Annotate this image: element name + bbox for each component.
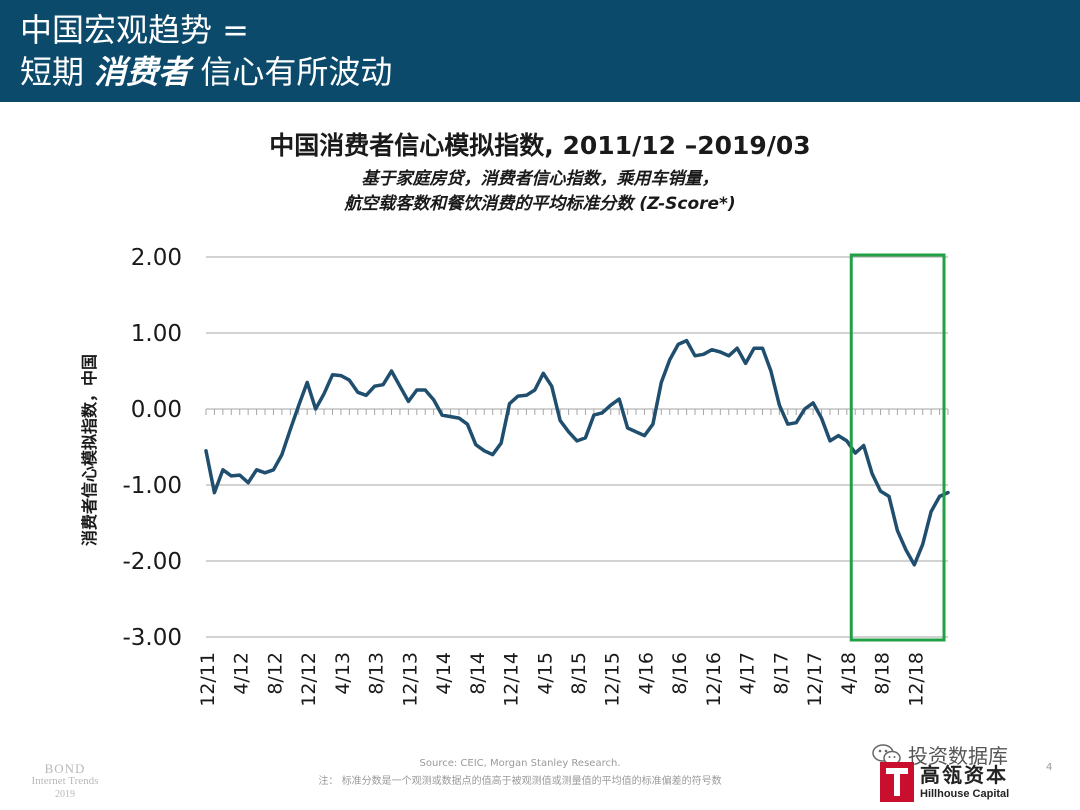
page-number: 4 <box>1046 762 1053 773</box>
y-tick-label: 0.00 <box>131 397 182 423</box>
y-tick-label: -3.00 <box>122 625 182 651</box>
slide-title-line-1: 中国宏观趋势 = <box>20 11 249 49</box>
hillhouse-logo-en: Hillhouse Capital <box>920 788 1010 800</box>
footnote: 注： 标准分数是一个观测或数据点的值高于被观测值或测量值的平均值的标准偏差的符号… <box>318 776 722 787</box>
y-tick-label: 2.00 <box>131 245 182 271</box>
bond-logo: BOND Internet Trends 2019 <box>20 762 110 801</box>
x-tick-label: 8/12 <box>264 652 286 695</box>
x-tick-label: 8/15 <box>568 652 590 695</box>
x-tick-label: 12/16 <box>703 652 725 707</box>
bond-logo-line-2: Internet Trends <box>31 775 99 787</box>
highlight-box <box>849 253 946 642</box>
x-tick-label: 4/14 <box>433 652 455 695</box>
x-tick-label: 4/15 <box>534 652 556 695</box>
wechat-icon <box>872 743 901 765</box>
x-tick-label: 8/13 <box>366 652 388 695</box>
x-tick-label: 8/18 <box>872 652 894 695</box>
slide-title-line-2: 短期 消费者 信心有所波动 <box>20 52 392 92</box>
x-tick-label: 12/18 <box>905 652 927 707</box>
x-tick-label: 4/17 <box>737 652 759 695</box>
hillhouse-logo: 高瓴资本 Hillhouse Capital <box>880 762 1009 802</box>
title-prefix: 短期 <box>20 53 85 91</box>
watermark-text: 投资数据库 <box>908 744 1008 768</box>
x-tick-label: 12/13 <box>399 652 421 707</box>
x-tick-label: 4/13 <box>332 652 354 695</box>
y-tick-label: 1.00 <box>131 321 182 347</box>
hillhouse-logo-cn: 高瓴资本 <box>920 763 1008 787</box>
bond-logo-line-3: 2019 <box>55 789 75 800</box>
chart-title: 中国消费者信心模拟指数, 2011/12 –2019/03 <box>269 131 811 160</box>
x-tick-label: 12/17 <box>804 652 826 707</box>
watermark: 投资数据库 <box>872 740 1008 769</box>
y-tick-label: -1.00 <box>122 473 182 499</box>
x-tick-label: 4/16 <box>635 652 657 695</box>
hillhouse-logo-text: 高瓴资本 Hillhouse Capital <box>920 763 1009 801</box>
chart-subtitle-1: 基于家庭房贷，消费者信心指数，乘用车销量， <box>361 169 719 189</box>
chart-subtitle-2: 航空载客数和餐饮消费的平均标准分数 (Z-Score*) <box>344 194 736 214</box>
x-tick-label: 4/12 <box>231 652 253 695</box>
x-tick-label: 4/18 <box>838 652 860 695</box>
title-suffix: 信心有所波动 <box>200 53 393 91</box>
bond-logo-line-1: BOND <box>44 761 86 776</box>
x-tick-label: 12/14 <box>501 652 523 707</box>
y-tick-label: -2.00 <box>122 549 182 575</box>
hillhouse-logo-mark <box>880 762 914 802</box>
source-note: Source: CEIC, Morgan Stanley Research. <box>419 758 621 769</box>
title-emphasis: 消费者 <box>94 53 191 91</box>
x-tick-label: 8/16 <box>669 652 691 695</box>
x-tick-label: 8/17 <box>770 652 792 695</box>
x-tick-label: 12/12 <box>298 652 320 707</box>
header-banner: 中国宏观趋势 = 短期 消费者 信心有所波动 <box>0 0 1080 102</box>
x-tick-label: 12/15 <box>602 652 624 707</box>
x-tick-label: 12/11 <box>197 652 219 707</box>
x-tick-label: 8/14 <box>467 652 489 695</box>
series-line <box>204 338 950 567</box>
